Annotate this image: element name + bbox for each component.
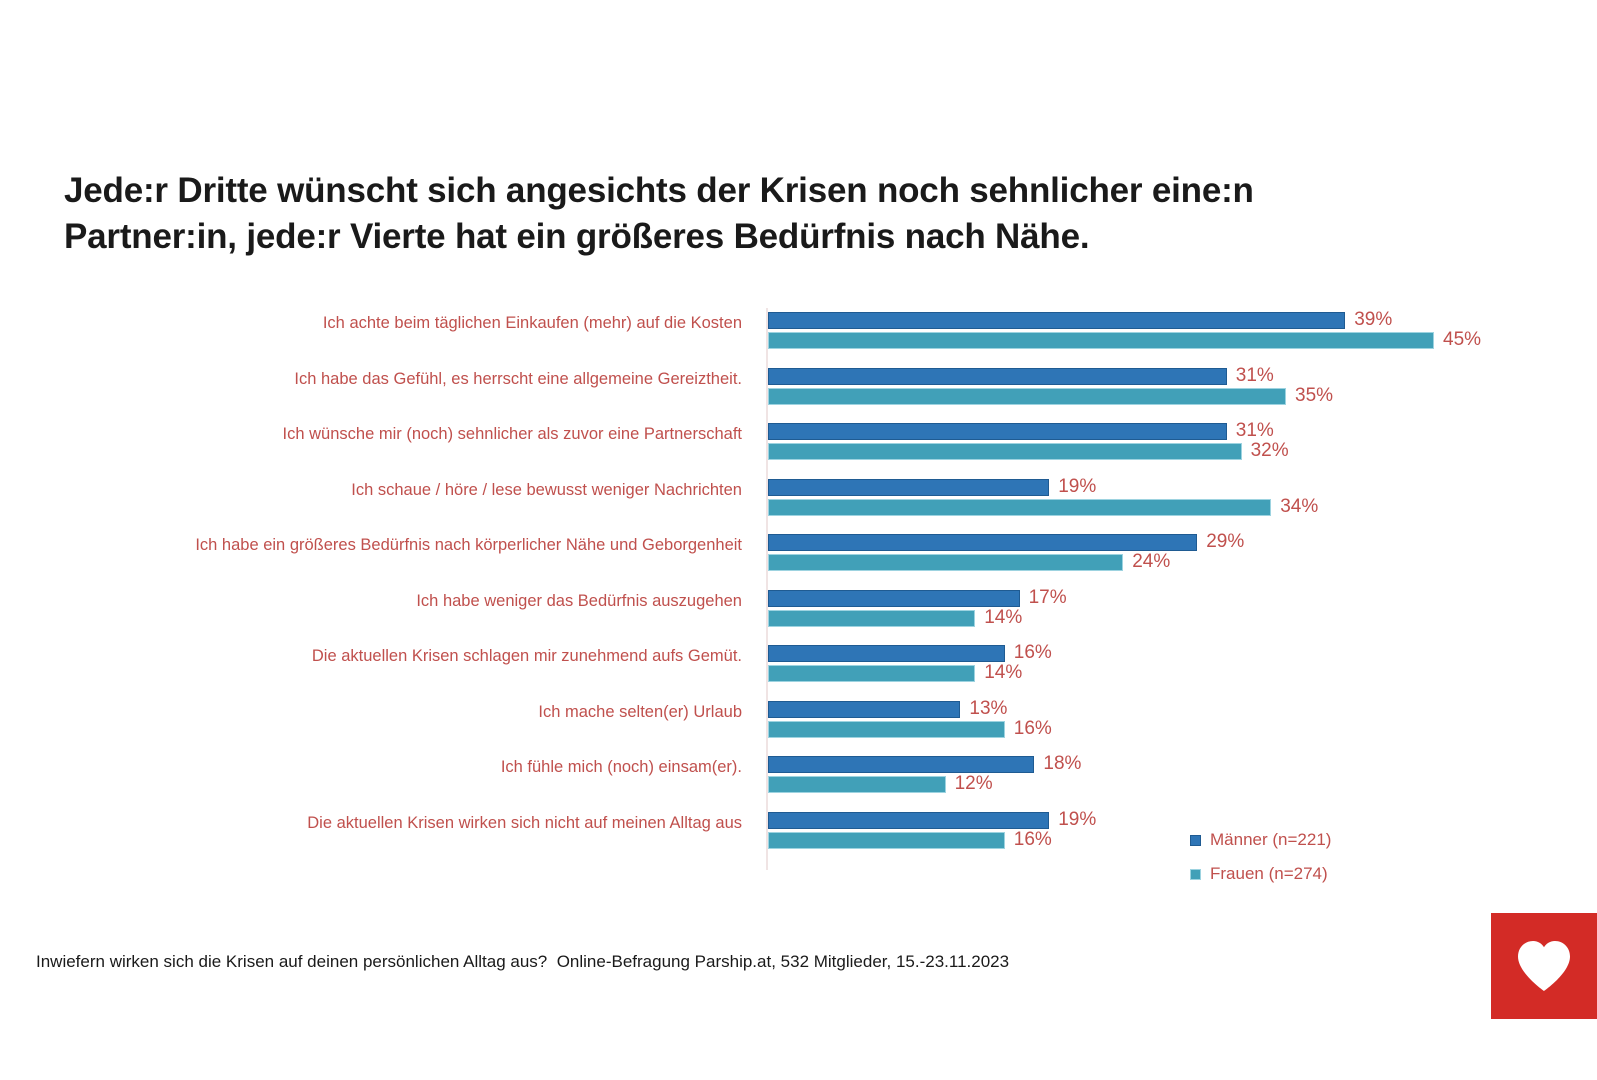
- bar-rect-men: [768, 589, 1020, 607]
- bar-rect-men: [768, 534, 1198, 551]
- bar-rect-men: [768, 367, 1227, 385]
- legend-swatch-women-icon: [1190, 868, 1201, 880]
- bar-value-label: 19%: [1058, 475, 1097, 497]
- bar-value-label: 14%: [984, 606, 1023, 628]
- bar-rect-women: [768, 443, 1242, 460]
- bar-group: Ich habe ein größeres Bedürfnis nach kör…: [0, 522, 1520, 578]
- category-label: Ich mache selten(er) Urlaub: [538, 702, 742, 721]
- bar-group: Ich habe das Gefühl, es herrscht eine al…: [0, 356, 1520, 412]
- bar-value-label: 19%: [1058, 808, 1097, 830]
- category-label: Ich fühle mich (noch) einsam(er).: [500, 758, 742, 776]
- bar-chart: Ich achte beim täglichen Einkaufen (mehr…: [0, 300, 1520, 880]
- category-label: Ich schaue / höre / lese bewusst weniger…: [351, 480, 742, 499]
- category-label: Die aktuellen Krisen schlagen mir zunehm…: [311, 647, 742, 665]
- legend-item-men[interactable]: Männer (n=221): [1190, 830, 1420, 850]
- bar-value-label: 12%: [954, 773, 993, 794]
- bar-rect-men: [768, 312, 1346, 329]
- bar-rect-women: [768, 776, 946, 793]
- bar-value-label: 34%: [1280, 495, 1319, 517]
- bar-rect-women: [768, 554, 1124, 571]
- bar-rect-men: [768, 478, 1050, 496]
- bar-group: Ich habe weniger das Bedürfnis auszugehe…: [0, 578, 1520, 634]
- page-title-line-1: Jede:r Dritte wünscht sich angesichts de…: [64, 171, 1254, 210]
- bar-rect-men: [768, 645, 1005, 662]
- bar-value-label: 14%: [984, 662, 1023, 683]
- category-label: Ich achte beim täglichen Einkaufen (mehr…: [322, 314, 742, 332]
- bar-group: Die aktuellen Krisen wirken sich nicht a…: [0, 800, 1520, 856]
- legend-swatch-men-icon: [1190, 834, 1201, 846]
- legend-label: Männer (n=221): [1210, 830, 1332, 849]
- bar-rect-women: [768, 831, 1005, 849]
- bar-rect-women: [768, 498, 1272, 516]
- bar-rect-men: [768, 423, 1227, 440]
- legend-item-women[interactable]: Frauen (n=274): [1190, 864, 1420, 884]
- bar-value-label: 16%: [1013, 642, 1052, 663]
- bar-rect-women: [768, 387, 1286, 405]
- footer-source-note: Inwiefern wirken sich die Krisen auf dei…: [36, 952, 1010, 971]
- bar-value-label: 13%: [969, 697, 1008, 719]
- bar-rect-women: [768, 609, 976, 627]
- bar-group: Ich fühle mich (noch) einsam(er). 18% 12%: [0, 744, 1520, 800]
- category-label: Ich habe das Gefühl, es herrscht eine al…: [294, 369, 742, 388]
- bar-group: Ich mache selten(er) Urlaub 13% 16%: [0, 689, 1520, 745]
- legend-label: Frauen (n=274): [1210, 864, 1328, 883]
- bar-value-label: 32%: [1250, 440, 1289, 461]
- bar-value-label: 16%: [1013, 828, 1052, 850]
- bar-rect-women: [768, 720, 1005, 738]
- category-label: Ich wünsche mir (noch) sehnlicher als zu…: [282, 425, 742, 443]
- parship-heart-logo: [1491, 913, 1597, 1019]
- bar-value-label: 24%: [1132, 551, 1171, 572]
- bar-rect-women: [768, 332, 1434, 349]
- bar-group: Ich wünsche mir (noch) sehnlicher als zu…: [0, 411, 1520, 467]
- bar-rect-women: [768, 665, 976, 682]
- page-title-line-2: Partner:in, jede:r Vierte hat ein größer…: [64, 217, 1090, 257]
- bar-group: Die aktuellen Krisen schlagen mir zunehm…: [0, 633, 1520, 689]
- bar-value-label: 16%: [1013, 717, 1052, 739]
- bar-group: Ich achte beim täglichen Einkaufen (mehr…: [0, 300, 1520, 356]
- bar-value-label: 17%: [1028, 586, 1067, 608]
- bar-rect-men: [768, 700, 961, 718]
- bar-group: Ich schaue / höre / lese bewusst weniger…: [0, 467, 1520, 523]
- bar-value-label: 35%: [1295, 384, 1334, 406]
- chart-legend: Männer (n=221) Frauen (n=274): [1190, 830, 1420, 898]
- category-label: Ich habe ein größeres Bedürfnis nach kör…: [195, 536, 742, 554]
- page-title: Jede:r Dritte wünscht sich angesichts de…: [64, 168, 1464, 260]
- bar-rect-men: [768, 756, 1035, 773]
- bar-value-label: 29%: [1206, 531, 1245, 552]
- bar-value-label: 39%: [1354, 309, 1393, 330]
- category-axis-line: [766, 308, 768, 870]
- category-label: Ich habe weniger das Bedürfnis auszugehe…: [416, 591, 742, 610]
- bar-value-label: 18%: [1043, 753, 1082, 774]
- bar-rect-men: [768, 811, 1050, 829]
- category-label: Die aktuellen Krisen wirken sich nicht a…: [307, 813, 742, 832]
- bar-value-label: 45%: [1443, 329, 1482, 350]
- bar-value-label: 31%: [1235, 364, 1274, 386]
- bar-value-label: 31%: [1235, 420, 1274, 441]
